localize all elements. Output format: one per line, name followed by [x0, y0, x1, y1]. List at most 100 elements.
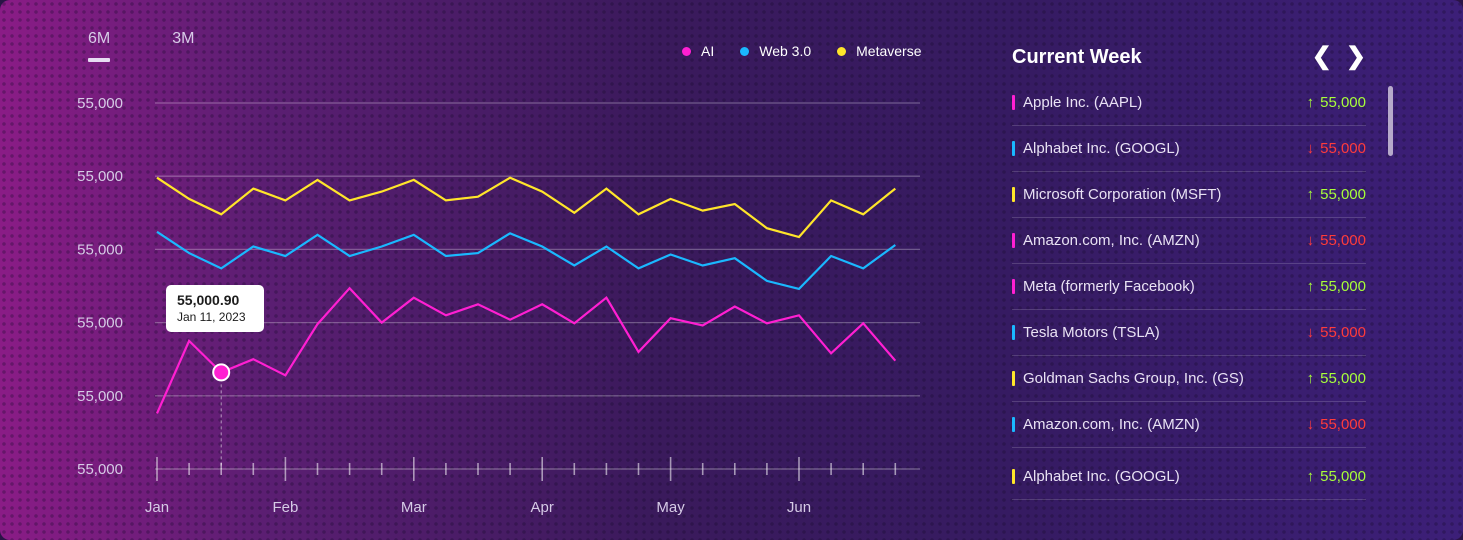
current-week-panel: Current Week ❮ ❯ Apple Inc. (AAPL) ↑ 55,00…	[1012, 40, 1368, 500]
stock-value: 55,000	[1320, 186, 1366, 203]
series-color-marker	[1012, 187, 1015, 202]
chart-legend: AI Web 3.0 Metaverse	[682, 43, 921, 59]
series-color-marker	[1012, 325, 1015, 340]
stock-name: Goldman Sachs Group, Inc. (GS)	[1023, 370, 1244, 387]
stock-value: 55,000	[1320, 416, 1366, 433]
legend-item-ai[interactable]: AI	[682, 43, 714, 59]
stock-change: ↑ 55,000	[1307, 186, 1366, 203]
stock-change: ↑ 55,000	[1307, 370, 1366, 387]
panel-title: Current Week	[1012, 45, 1142, 68]
arrow-up-icon: ↑	[1306, 94, 1315, 111]
series-line-ai	[155, 286, 897, 414]
tab-3m[interactable]: 3M	[172, 30, 195, 47]
arrow-down-icon: ↓	[1306, 232, 1315, 249]
stock-info: Apple Inc. (AAPL)	[1012, 94, 1142, 111]
stock-name: Alphabet Inc. (GOOGL)	[1023, 468, 1180, 485]
stock-info: Meta (formerly Facebook)	[1012, 278, 1195, 295]
arrow-down-icon: ↓	[1306, 416, 1315, 433]
stock-change: ↓ 55,000	[1307, 416, 1366, 433]
legend-item-web3[interactable]: Web 3.0	[740, 43, 811, 59]
stock-value: 55,000	[1320, 140, 1366, 157]
arrow-up-icon: ↑	[1306, 186, 1315, 203]
stock-row[interactable]: Goldman Sachs Group, Inc. (GS) ↑ 55,000	[1012, 356, 1366, 402]
stock-name: Apple Inc. (AAPL)	[1023, 94, 1143, 111]
range-tabs: 6M 3M	[88, 30, 195, 62]
panel-scrollbar[interactable]	[1388, 86, 1393, 156]
series-color-marker	[1012, 141, 1015, 156]
y-tick-label: 55,000	[77, 388, 123, 405]
legend-item-metaverse[interactable]: Metaverse	[837, 43, 921, 59]
stock-info: Amazon.com, Inc. (AMZN)	[1012, 416, 1200, 433]
stock-change: ↑ 55,000	[1307, 468, 1366, 485]
stock-info: Tesla Motors (TSLA)	[1012, 324, 1160, 341]
series-color-marker	[1012, 95, 1015, 110]
stock-info: Microsoft Corporation (MSFT)	[1012, 186, 1221, 203]
stock-change: ↓ 55,000	[1307, 324, 1366, 341]
stock-value: 55,000	[1320, 370, 1366, 387]
series-color-marker	[1012, 417, 1015, 432]
arrow-down-icon: ↓	[1306, 324, 1315, 341]
stock-change: ↓ 55,000	[1307, 232, 1366, 249]
tooltip-date: Jan 11, 2023	[177, 310, 246, 324]
stock-info: Amazon.com, Inc. (AMZN)	[1012, 232, 1200, 249]
x-tick-label: Jan	[145, 499, 169, 516]
stock-value: 55,000	[1320, 324, 1366, 341]
arrow-up-icon: ↑	[1306, 370, 1315, 387]
y-tick-label: 55,000	[77, 241, 123, 258]
chevron-left-icon[interactable]: ❮	[1311, 43, 1332, 70]
stock-row[interactable]: Alphabet Inc. (GOOGL) ↓ 55,000	[1012, 126, 1366, 172]
stock-info: Goldman Sachs Group, Inc. (GS)	[1012, 370, 1244, 387]
stock-row[interactable]: Alphabet Inc. (GOOGL) ↑ 55,000	[1012, 454, 1366, 500]
week-nav: ❮ ❯	[1312, 45, 1366, 69]
stock-info: Alphabet Inc. (GOOGL)	[1012, 140, 1180, 157]
stock-row[interactable]: Tesla Motors (TSLA) ↓ 55,000	[1012, 310, 1366, 356]
stock-row[interactable]: Amazon.com, Inc. (AMZN) ↓ 55,000	[1012, 218, 1366, 264]
tab-6m[interactable]: 6M	[88, 30, 111, 62]
stock-name: Tesla Motors (TSLA)	[1023, 324, 1160, 341]
stock-row[interactable]: Amazon.com, Inc. (AMZN) ↓ 55,000	[1012, 402, 1366, 448]
stock-value: 55,000	[1320, 232, 1366, 249]
legend-dot-ai	[682, 46, 691, 56]
stock-value: 55,000	[1320, 278, 1366, 295]
legend-dot-web3	[740, 46, 750, 56]
stock-name: Amazon.com, Inc. (AMZN)	[1023, 232, 1200, 249]
stock-row[interactable]: Meta (formerly Facebook) ↑ 55,000	[1012, 264, 1366, 310]
series-line-web-3-0	[156, 230, 896, 291]
stock-name: Alphabet Inc. (GOOGL)	[1023, 140, 1180, 157]
stock-row[interactable]: Apple Inc. (AAPL) ↑ 55,000	[1012, 80, 1366, 126]
stock-value: 55,000	[1320, 94, 1366, 111]
series-color-marker	[1012, 233, 1015, 248]
legend-dot-metaverse	[837, 46, 847, 56]
legend-label-metaverse: Metaverse	[856, 43, 922, 59]
stock-row[interactable]: Microsoft Corporation (MSFT) ↑ 55,000	[1012, 172, 1366, 218]
stock-change: ↓ 55,000	[1307, 140, 1366, 157]
y-tick-label: 55,000	[77, 315, 123, 332]
arrow-up-icon: ↑	[1306, 278, 1315, 295]
chart-tooltip: 55,000.90 Jan 11, 2023	[166, 285, 264, 332]
series-color-marker	[1012, 279, 1015, 294]
series-line-metaverse	[156, 176, 896, 239]
stock-name: Amazon.com, Inc. (AMZN)	[1023, 416, 1200, 433]
panel-header: Current Week ❮ ❯	[1012, 40, 1368, 74]
x-tick-label: May	[656, 499, 685, 516]
line-chart: 55,000 55,000 55,000 55,000 55,000 55,000 Jan F…	[77, 95, 920, 516]
tooltip-value: 55,000.90	[177, 292, 240, 308]
arrow-down-icon: ↓	[1306, 140, 1315, 157]
stock-info: Alphabet Inc. (GOOGL)	[1012, 468, 1180, 485]
y-tick-label: 55,000	[77, 168, 123, 185]
series-color-marker	[1012, 371, 1015, 386]
y-tick-label: 55,000	[77, 461, 123, 478]
chevron-right-icon[interactable]: ❯	[1345, 43, 1366, 70]
x-tick-label: Feb	[272, 499, 298, 516]
x-tick-label: Apr	[531, 499, 554, 516]
x-tick-label: Jun	[787, 499, 811, 516]
series-color-marker	[1012, 469, 1015, 484]
x-tick-label: Mar	[401, 499, 427, 516]
legend-label-web3: Web 3.0	[759, 43, 812, 59]
highlight-point	[212, 363, 231, 382]
stock-name: Meta (formerly Facebook)	[1023, 278, 1195, 295]
y-tick-label: 55,000	[77, 95, 123, 112]
arrow-up-icon: ↑	[1306, 468, 1315, 485]
stock-name: Microsoft Corporation (MSFT)	[1023, 186, 1222, 203]
